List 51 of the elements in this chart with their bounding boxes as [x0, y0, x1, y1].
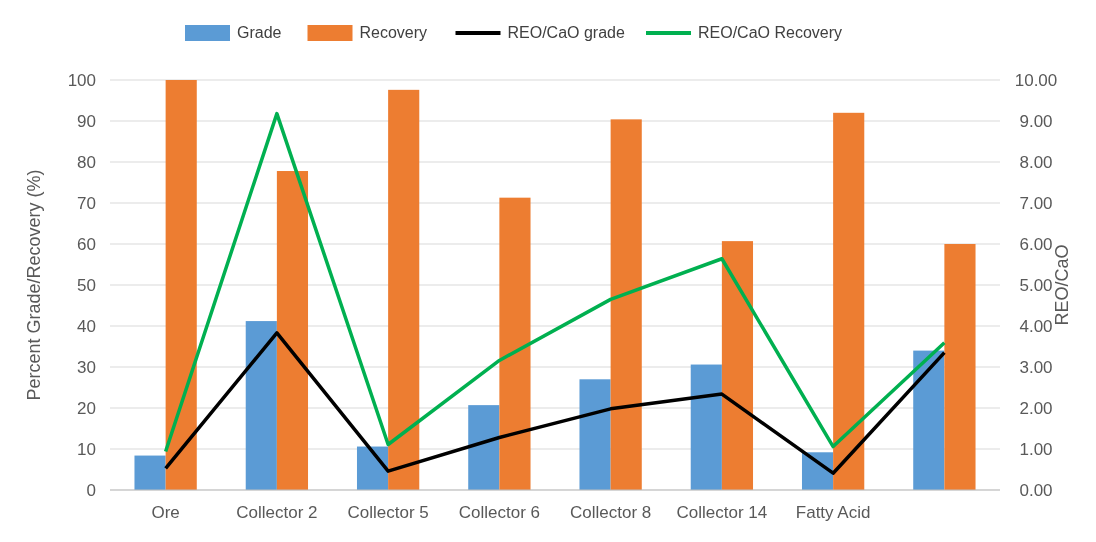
y2-tick-label: 0.00 — [1019, 481, 1053, 500]
bar — [579, 379, 611, 490]
bar — [134, 455, 166, 490]
bar — [499, 197, 531, 490]
bar — [690, 364, 722, 490]
y-tick-label: 100 — [67, 71, 96, 90]
line-series — [163, 111, 947, 454]
bar — [468, 405, 500, 490]
y-axis-title: Percent Grade/Recovery (%) — [24, 169, 44, 401]
y2-axis-title: REO/CaO — [1052, 244, 1072, 326]
y2-tick-label: 8.00 — [1019, 153, 1053, 172]
y2-tick-label: 3.00 — [1019, 358, 1053, 377]
bar — [245, 321, 277, 490]
y-tick-label: 0 — [86, 481, 96, 500]
x-tick-label: Collector 8 — [569, 503, 652, 522]
bar — [610, 119, 642, 490]
bar — [944, 244, 976, 490]
y-tick-label: 40 — [77, 317, 96, 336]
y2-tick-label: 6.00 — [1019, 235, 1053, 254]
bar — [833, 112, 865, 490]
y-tick-label: 80 — [77, 153, 96, 172]
y2-tick-label: 5.00 — [1019, 276, 1053, 295]
bar — [388, 89, 420, 490]
y2-tick-label: 7.00 — [1019, 194, 1053, 213]
x-tick-label: Collector 14 — [676, 503, 768, 522]
y2-tick-label: 2.00 — [1019, 399, 1053, 418]
x-tick-label: Collector 2 — [236, 503, 318, 522]
y-tick-label: 10 — [77, 440, 96, 459]
line-series — [163, 331, 947, 475]
legend-label: REO/CaO Recovery — [698, 24, 843, 41]
y-tick-label: 20 — [77, 399, 96, 418]
y2-tick-label: 10.00 — [1014, 71, 1058, 90]
bar — [721, 241, 754, 490]
y-tick-label: 30 — [77, 358, 96, 377]
x-tick-label: Fatty Acid — [795, 503, 871, 522]
x-tick-label: Collector 5 — [347, 503, 429, 522]
legend-label: Grade — [237, 24, 282, 41]
x-tick-label: Collector 6 — [458, 503, 541, 522]
y2-tick-label: 1.00 — [1019, 440, 1053, 459]
legend-label: REO/CaO grade — [507, 24, 625, 41]
y2-tick-label: 9.00 — [1019, 112, 1053, 131]
bar — [276, 171, 309, 490]
bar — [913, 350, 945, 490]
bar — [165, 80, 197, 490]
y2-tick-label: 4.00 — [1019, 317, 1053, 336]
legend-label: Recovery — [359, 24, 428, 41]
y-tick-label: 50 — [77, 276, 96, 295]
y-tick-label: 60 — [77, 235, 96, 254]
x-tick-label: Ore — [151, 503, 180, 522]
y-tick-label: 70 — [77, 194, 96, 213]
y-tick-label: 90 — [77, 112, 96, 131]
